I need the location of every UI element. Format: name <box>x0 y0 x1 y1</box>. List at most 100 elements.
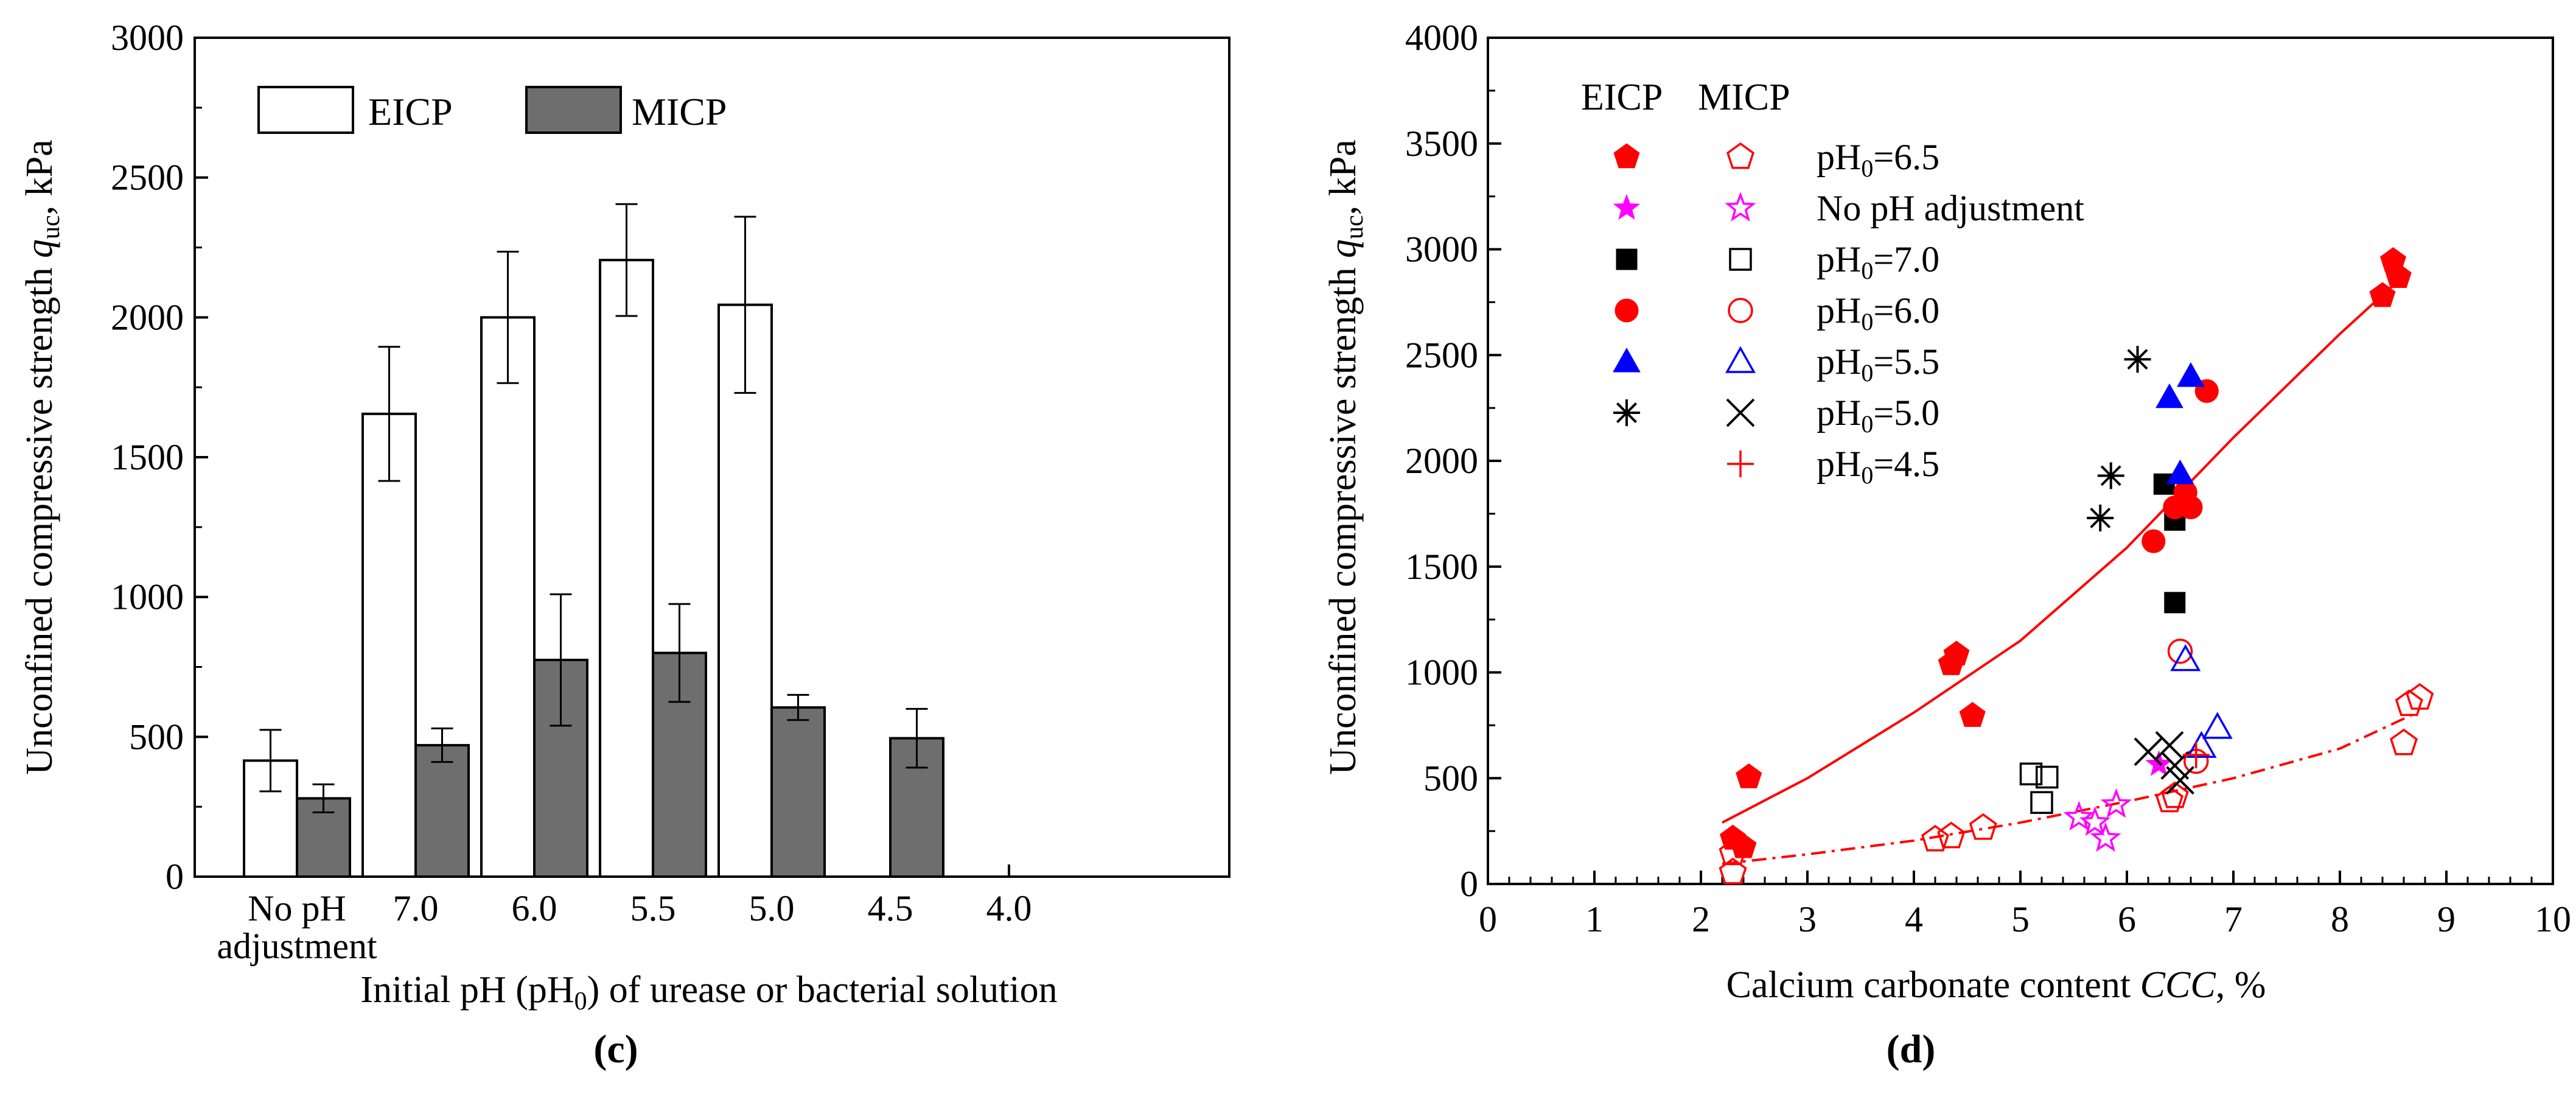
panel-c: 0 500 1000 1500 2000 2500 3000 No pHadjustment… <box>19 18 1230 1071</box>
caption-c: (c) <box>593 1027 638 1071</box>
d-point-eicp-triangle <box>2166 459 2194 485</box>
d-point-micp-pentagon <box>2160 781 2189 808</box>
c-y-tick-label: 2500 <box>111 158 184 198</box>
d-point-eicp-pentagon <box>2369 282 2396 307</box>
d-point-micp-square <box>2030 791 2053 814</box>
c-bar-micp <box>533 659 588 878</box>
c-legend: EICP MICP <box>257 86 727 134</box>
d-legend-label: pH0=4.5 <box>1817 444 1939 489</box>
d-point-micp-pentagon <box>1719 857 1747 885</box>
d-x-tick-label: 5 <box>2011 899 2030 939</box>
d-point-micp-pentagon <box>2155 785 2183 813</box>
c-x-tick-label: 5.5 <box>630 888 676 928</box>
d-x-tick-label: 7 <box>2224 899 2243 939</box>
c-bar-micp <box>770 706 826 878</box>
c-bar-micp <box>652 651 707 878</box>
d-point-micp-asterisk <box>2166 766 2194 795</box>
d-point-micp-pentagon <box>2390 728 2418 756</box>
d-point-micp-asterisk <box>2134 737 2163 766</box>
d-point-micp-square <box>2036 765 2059 789</box>
marker-stroke <box>2127 349 2148 370</box>
c-y-tick-label: 3000 <box>111 18 184 58</box>
d-legend-header-eicp: EICP <box>1581 77 1663 118</box>
d-y-tick-label: 2500 <box>1405 335 1478 375</box>
c-bars <box>243 259 944 878</box>
c-y-tick-label: 500 <box>129 717 184 757</box>
panel-d: 0 500 1000 1500 2000 2500 3000 3500 4000 0 1 2 3 4 5 6… <box>1322 18 2571 1071</box>
d-y-tick-label: 3500 <box>1405 124 1478 164</box>
d-y-tick-label: 1500 <box>1405 547 1478 587</box>
d-micp-trend-line <box>1722 712 2415 865</box>
d-x-tick-label: 8 <box>2331 899 2349 939</box>
d-point-eicp-pentagon <box>1730 833 1757 858</box>
d-legend-marker-micp <box>1728 298 1753 323</box>
d-y-tick-label: 3000 <box>1405 230 1478 270</box>
d-legend-marker-micp <box>1726 142 1754 169</box>
d-point-eicp-asterisk <box>2124 346 2151 373</box>
d-point-micp-pentagon <box>2406 683 2434 710</box>
d-point-eicp-circle <box>2141 529 2166 553</box>
d-legend-marker-eicp <box>1613 399 1640 426</box>
d-point-eicp-asterisk <box>2087 504 2114 531</box>
d-point-micp-triangle <box>2170 644 2201 671</box>
d-legend-marker-micp <box>1725 191 1756 222</box>
c-y-tick-label: 1500 <box>111 437 184 477</box>
d-x-tick-label: 2 <box>1692 899 1710 939</box>
d-point-micp-plus <box>2182 742 2210 769</box>
d-legend-label: pH0=6.5 <box>1817 137 1939 182</box>
marker-stroke <box>2160 751 2190 780</box>
c-error-bars <box>259 203 928 813</box>
d-axis-ticks <box>1487 37 2554 885</box>
c-y-axis-label: Unconfined compressive strength quc, kPa <box>19 139 65 775</box>
d-point-micp-pentagon <box>2395 689 2423 717</box>
c-y-tick-labels: 0 500 1000 1500 2000 2500 3000 <box>111 18 184 897</box>
d-y-tick-label: 0 <box>1460 864 1478 904</box>
c-bar-eicp <box>599 259 654 878</box>
d-y-tick-label: 4000 <box>1405 18 1478 58</box>
d-legend-rows: pH0=6.5 No pH adjustment pH0=7.0 pH0=6.0 pH0… <box>1613 137 2084 489</box>
marker-stroke <box>1616 402 1637 423</box>
d-legend-marker-micp <box>1725 346 1756 373</box>
d-x-tick-label: 6 <box>2118 899 2136 939</box>
c-x-tick-label: 6.0 <box>512 888 557 928</box>
d-scatter-points <box>1719 247 2434 885</box>
c-y-tick-label: 2000 <box>111 297 184 337</box>
d-legend-marker-eicp <box>1613 194 1641 220</box>
d-y-tick-label: 2000 <box>1405 441 1478 481</box>
d-x-tick-label: 1 <box>1585 899 1604 939</box>
d-point-micp-asterisk <box>2155 731 2184 760</box>
caption-d: (d) <box>1887 1027 1936 1071</box>
d-legend-marker-eicp <box>1616 248 1638 270</box>
d-x-tick-label: 10 <box>2535 899 2571 939</box>
c-legend-label-eicp: EICP <box>368 90 453 133</box>
c-y-tick-label: 1000 <box>111 577 184 617</box>
d-x-axis-label: Calcium carbonate content CCC, % <box>1726 964 2266 1006</box>
c-y-tick-label: 0 <box>166 857 184 897</box>
d-point-micp-star <box>2090 822 2121 852</box>
d-point-eicp-pentagon <box>1943 640 1970 666</box>
c-legend-swatch-micp <box>525 86 622 134</box>
d-x-tick-label: 9 <box>2437 899 2456 939</box>
c-x-tick-label: 4.0 <box>986 888 1032 928</box>
c-x-tick-label: 5.0 <box>749 888 795 928</box>
marker-stroke <box>2155 731 2184 760</box>
d-point-eicp-pentagon <box>1736 763 1762 788</box>
c-x-tick-label: 4.5 <box>868 888 913 928</box>
d-x-tick-labels: 0 1 2 3 4 5 6 7 8 9 10 <box>1479 899 2571 939</box>
d-plot-frame <box>1487 37 2554 885</box>
d-legend-label: No pH adjustment <box>1817 188 2084 228</box>
d-legend-marker-eicp <box>1613 143 1640 169</box>
d-legend-header-micp: MICP <box>1698 77 1790 118</box>
d-point-eicp-pentagon <box>2385 263 2412 288</box>
d-eicp-trend-line <box>1722 284 2394 824</box>
d-y-tick-labels: 0 500 1000 1500 2000 2500 3000 3500 4000 <box>1405 18 1478 904</box>
d-point-eicp-asterisk <box>2097 462 2124 489</box>
d-point-eicp-circle <box>2179 495 2203 519</box>
d-point-micp-pentagon <box>1937 821 1966 849</box>
d-point-eicp-triangle <box>2177 362 2205 387</box>
d-point-micp-triangle <box>2186 731 2217 758</box>
c-bar-eicp <box>717 303 773 878</box>
d-x-tick-label: 3 <box>1798 899 1817 939</box>
